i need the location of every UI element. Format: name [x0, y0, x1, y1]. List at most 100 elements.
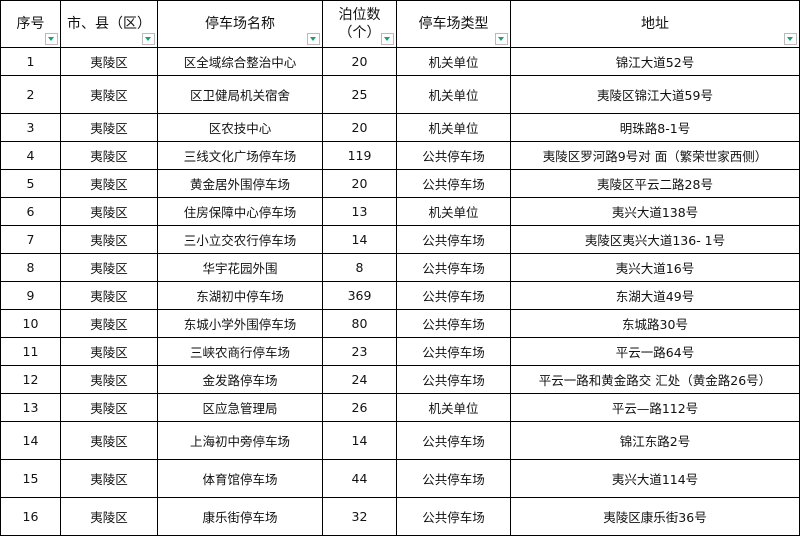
cell-index[interactable]: 2 — [0, 75, 61, 114]
cell-district[interactable]: 夷陵区 — [60, 197, 158, 226]
cell-capacity[interactable]: 32 — [322, 497, 397, 536]
cell-index[interactable]: 11 — [0, 337, 61, 366]
cell-district[interactable]: 夷陵区 — [60, 281, 158, 310]
cell-type[interactable]: 公共停车场 — [396, 141, 511, 170]
cell-name[interactable]: 区全域综合整治中心 — [157, 47, 323, 76]
cell-address[interactable]: 东城路30号 — [510, 309, 800, 338]
filter-dropdown-icon[interactable] — [307, 33, 320, 45]
cell-name[interactable]: 东湖初中停车场 — [157, 281, 323, 310]
cell-capacity[interactable]: 23 — [322, 337, 397, 366]
cell-capacity[interactable]: 20 — [322, 47, 397, 76]
cell-type[interactable]: 公共停车场 — [396, 337, 511, 366]
cell-district[interactable]: 夷陵区 — [60, 141, 158, 170]
cell-district[interactable]: 夷陵区 — [60, 47, 158, 76]
cell-type[interactable]: 公共停车场 — [396, 459, 511, 498]
cell-district[interactable]: 夷陵区 — [60, 459, 158, 498]
cell-district[interactable]: 夷陵区 — [60, 497, 158, 536]
cell-district[interactable]: 夷陵区 — [60, 365, 158, 394]
cell-type[interactable]: 机关单位 — [396, 47, 511, 76]
cell-type[interactable]: 机关单位 — [396, 113, 511, 142]
filter-dropdown-icon[interactable] — [142, 33, 155, 45]
cell-capacity[interactable]: 44 — [322, 459, 397, 498]
cell-address[interactable]: 平云—路112号 — [510, 393, 800, 422]
cell-name[interactable]: 东城小学外围停车场 — [157, 309, 323, 338]
cell-capacity[interactable]: 20 — [322, 169, 397, 198]
cell-district[interactable]: 夷陵区 — [60, 75, 158, 114]
cell-index[interactable]: 7 — [0, 225, 61, 254]
cell-address[interactable]: 平云一路64号 — [510, 337, 800, 366]
filter-dropdown-icon[interactable] — [784, 33, 797, 45]
cell-address[interactable]: 夷陵区锦江大道59号 — [510, 75, 800, 114]
cell-index[interactable]: 10 — [0, 309, 61, 338]
cell-name[interactable]: 三峡农商行停车场 — [157, 337, 323, 366]
cell-address[interactable]: 夷陵区康乐街36号 — [510, 497, 800, 536]
cell-type[interactable]: 公共停车场 — [396, 365, 511, 394]
cell-index[interactable]: 14 — [0, 421, 61, 460]
cell-capacity[interactable]: 26 — [322, 393, 397, 422]
cell-address[interactable]: 夷陵区夷兴大道136- 1号 — [510, 225, 800, 254]
cell-capacity[interactable]: 119 — [322, 141, 397, 170]
cell-district[interactable]: 夷陵区 — [60, 169, 158, 198]
cell-type[interactable]: 公共停车场 — [396, 225, 511, 254]
cell-type[interactable]: 公共停车场 — [396, 421, 511, 460]
cell-name[interactable]: 体育馆停车场 — [157, 459, 323, 498]
cell-type[interactable]: 机关单位 — [396, 393, 511, 422]
cell-address[interactable]: 锦江东路2号 — [510, 421, 800, 460]
cell-type[interactable]: 公共停车场 — [396, 169, 511, 198]
cell-address[interactable]: 平云一路和黄金路交 汇处（黄金路26号） — [510, 365, 800, 394]
cell-district[interactable]: 夷陵区 — [60, 421, 158, 460]
cell-district[interactable]: 夷陵区 — [60, 253, 158, 282]
filter-dropdown-icon[interactable] — [381, 33, 394, 45]
cell-capacity[interactable]: 8 — [322, 253, 397, 282]
cell-capacity[interactable]: 20 — [322, 113, 397, 142]
cell-index[interactable]: 16 — [0, 497, 61, 536]
cell-name[interactable]: 康乐街停车场 — [157, 497, 323, 536]
cell-capacity[interactable]: 369 — [322, 281, 397, 310]
filter-dropdown-icon[interactable] — [45, 33, 58, 45]
filter-dropdown-icon[interactable] — [495, 33, 508, 45]
cell-address[interactable]: 夷兴大道138号 — [510, 197, 800, 226]
cell-district[interactable]: 夷陵区 — [60, 393, 158, 422]
cell-address[interactable]: 东湖大道49号 — [510, 281, 800, 310]
cell-index[interactable]: 1 — [0, 47, 61, 76]
cell-name[interactable]: 区农技中心 — [157, 113, 323, 142]
cell-address[interactable]: 夷陵区罗河路9号对 面（繁荣世家西侧） — [510, 141, 800, 170]
cell-type[interactable]: 机关单位 — [396, 75, 511, 114]
cell-district[interactable]: 夷陵区 — [60, 225, 158, 254]
cell-address[interactable]: 夷陵区平云二路28号 — [510, 169, 800, 198]
cell-index[interactable]: 15 — [0, 459, 61, 498]
cell-name[interactable]: 住房保障中心停车场 — [157, 197, 323, 226]
cell-type[interactable]: 公共停车场 — [396, 281, 511, 310]
cell-name[interactable]: 黄金居外围停车场 — [157, 169, 323, 198]
cell-capacity[interactable]: 13 — [322, 197, 397, 226]
cell-index[interactable]: 3 — [0, 113, 61, 142]
cell-index[interactable]: 8 — [0, 253, 61, 282]
cell-address[interactable]: 锦江大道52号 — [510, 47, 800, 76]
cell-name[interactable]: 三小立交农行停车场 — [157, 225, 323, 254]
cell-address[interactable]: 夷兴大道16号 — [510, 253, 800, 282]
cell-name[interactable]: 金发路停车场 — [157, 365, 323, 394]
cell-type[interactable]: 公共停车场 — [396, 497, 511, 536]
cell-name[interactable]: 区卫健局机关宿舍 — [157, 75, 323, 114]
cell-index[interactable]: 6 — [0, 197, 61, 226]
cell-district[interactable]: 夷陵区 — [60, 309, 158, 338]
cell-district[interactable]: 夷陵区 — [60, 113, 158, 142]
cell-type[interactable]: 公共停车场 — [396, 309, 511, 338]
cell-name[interactable]: 上海初中旁停车场 — [157, 421, 323, 460]
cell-index[interactable]: 9 — [0, 281, 61, 310]
cell-index[interactable]: 12 — [0, 365, 61, 394]
cell-name[interactable]: 三线文化广场停车场 — [157, 141, 323, 170]
cell-name[interactable]: 区应急管理局 — [157, 393, 323, 422]
cell-district[interactable]: 夷陵区 — [60, 337, 158, 366]
cell-index[interactable]: 5 — [0, 169, 61, 198]
cell-name[interactable]: 华宇花园外围 — [157, 253, 323, 282]
cell-capacity[interactable]: 25 — [322, 75, 397, 114]
cell-capacity[interactable]: 80 — [322, 309, 397, 338]
cell-index[interactable]: 4 — [0, 141, 61, 170]
cell-type[interactable]: 机关单位 — [396, 197, 511, 226]
cell-capacity[interactable]: 24 — [322, 365, 397, 394]
cell-address[interactable]: 夷兴大道114号 — [510, 459, 800, 498]
cell-type[interactable]: 公共停车场 — [396, 253, 511, 282]
cell-capacity[interactable]: 14 — [322, 225, 397, 254]
cell-address[interactable]: 明珠路8-1号 — [510, 113, 800, 142]
